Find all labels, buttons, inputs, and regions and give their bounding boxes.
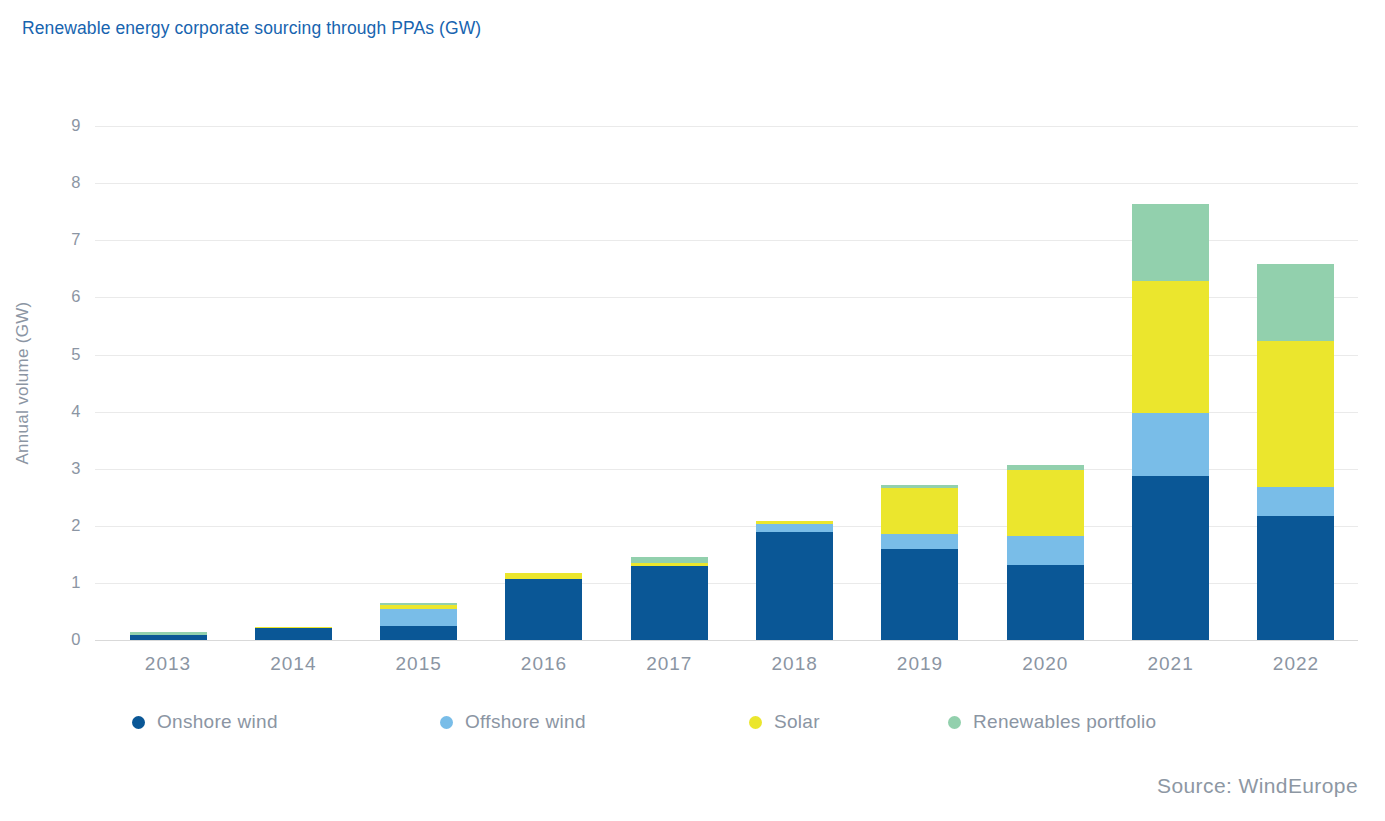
bar-segment-onshore-wind-2021 [1132,476,1209,640]
x-axis-tick-label: 2016 [489,653,599,675]
bar-segment-offshore-wind-2015 [380,609,457,626]
bar-segment-offshore-wind-2018 [756,524,833,532]
y-axis-tick-label: 4 [36,402,81,421]
y-axis-tick-label: 1 [36,573,81,592]
bar-segment-solar-2022 [1257,341,1334,487]
bar-segment-renewables-portfolio-2021 [1132,204,1209,281]
x-axis-tick-label: 2014 [238,653,348,675]
x-axis-tick-label: 2021 [1116,653,1226,675]
legend-item-solar: Solar [749,710,820,734]
y-axis-tick-label: 6 [36,287,81,306]
legend-label: Offshore wind [465,711,586,733]
bar-segment-solar-2019 [881,488,958,535]
bar-segment-onshore-wind-2017 [631,566,708,640]
x-axis-tick-label: 2020 [990,653,1100,675]
gridline [95,126,1358,127]
bar-segment-solar-2017 [631,563,708,565]
bar-segment-onshore-wind-2014 [255,628,332,640]
y-axis-tick-label: 9 [36,116,81,135]
bar-segment-onshore-wind-2016 [505,579,582,640]
bar-segment-onshore-wind-2020 [1007,565,1084,640]
source-text: Source: WindEurope [1157,774,1358,798]
offshore-wind-dot-icon [440,716,453,729]
bar-segment-solar-2018 [756,521,833,524]
y-axis-tick-label: 3 [36,459,81,478]
bar-segment-onshore-wind-2015 [380,626,457,640]
bar-segment-solar-2021 [1132,281,1209,412]
bar-segment-solar-2016 [505,573,582,580]
bar-segment-renewables-portfolio-2017 [631,557,708,563]
legend-item-offshore-wind: Offshore wind [440,710,586,734]
x-axis-tick-label: 2019 [865,653,975,675]
bar-segment-renewables-portfolio-2015 [380,603,457,604]
renewables-portfolio-dot-icon [948,716,961,729]
bar-segment-onshore-wind-2018 [756,532,833,640]
bar-segment-onshore-wind-2019 [881,549,958,640]
bar-segment-offshore-wind-2020 [1007,536,1084,565]
y-axis-tick-label: 8 [36,173,81,192]
bar-segment-solar-2020 [1007,470,1084,536]
bar-segment-renewables-portfolio-2013 [130,632,207,635]
bar-segment-onshore-wind-2022 [1257,516,1334,640]
x-axis-tick-label: 2018 [740,653,850,675]
bar-segment-offshore-wind-2021 [1132,413,1209,476]
x-axis-tick-label: 2022 [1241,653,1351,675]
legend-item-renewables-portfolio: Renewables portfolio [948,710,1156,734]
bar-segment-solar-2014 [255,627,332,628]
bar-segment-renewables-portfolio-2019 [881,485,958,488]
y-axis-tick-label: 7 [36,230,81,249]
solar-dot-icon [749,716,762,729]
y-axis-label: Annual volume (GW) [13,298,33,468]
legend-label: Solar [774,711,820,733]
legend-item-onshore-wind: Onshore wind [132,710,278,734]
bar-segment-renewables-portfolio-2022 [1257,264,1334,342]
legend-label: Onshore wind [157,711,278,733]
gridline [95,640,1358,641]
bar-segment-solar-2015 [380,605,457,610]
gridline [95,183,1358,184]
y-axis-tick-label: 5 [36,345,81,364]
y-axis-tick-label: 2 [36,516,81,535]
chart-page: Renewable energy corporate sourcing thro… [0,0,1385,821]
legend-label: Renewables portfolio [973,711,1156,733]
x-axis-tick-label: 2015 [364,653,474,675]
bar-segment-offshore-wind-2022 [1257,487,1334,516]
onshore-wind-dot-icon [132,716,145,729]
plot-area: 0 1 2 3 4 5 6 7 8 9 2013 2014 2015 2016 2017 2018 2019 20… [0,0,1385,821]
bar-segment-offshore-wind-2019 [881,534,958,548]
x-axis-tick-label: 2013 [113,653,223,675]
bar-segment-onshore-wind-2013 [130,635,207,640]
bar-segment-renewables-portfolio-2020 [1007,465,1084,471]
x-axis-tick-label: 2017 [614,653,724,675]
y-axis-tick-label: 0 [36,630,81,649]
